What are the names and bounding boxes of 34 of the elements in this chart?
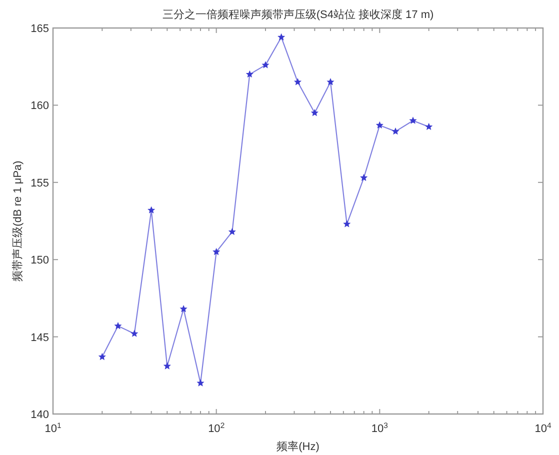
point <box>246 70 254 78</box>
point <box>392 128 399 134</box>
x-axis-title: 频率(Hz) <box>276 440 320 453</box>
point <box>327 78 334 85</box>
point <box>344 220 350 227</box>
point <box>376 122 384 128</box>
point <box>197 380 204 386</box>
point <box>425 123 432 130</box>
chart-title: 三分之一倍频程噪声频带声压级(S4站位 接收深度 17 m) <box>162 8 434 21</box>
point <box>131 330 138 337</box>
y-tick-label: 160 <box>30 100 49 112</box>
y-tick-label: 140 <box>30 409 49 421</box>
point <box>164 362 171 370</box>
y-axis-title: 频带声压级(dB re 1 μPa) <box>11 160 24 282</box>
point <box>228 228 236 235</box>
point <box>98 353 106 360</box>
x-tick-label: 10$^{3}$ <box>371 420 388 435</box>
y-tick-label: 150 <box>30 254 49 267</box>
y-tick-label: 145 <box>30 332 49 344</box>
point <box>262 62 269 68</box>
point <box>311 109 318 116</box>
y-tick-label: 155 <box>30 177 49 190</box>
point <box>278 34 285 40</box>
point <box>294 78 302 85</box>
point <box>360 174 368 181</box>
point <box>410 117 416 124</box>
x-tick-label: 10$^{4}$ <box>534 420 552 435</box>
point <box>114 322 122 329</box>
point <box>212 248 220 255</box>
x-tick-label: 10$^{2}$ <box>208 420 225 435</box>
point <box>180 306 187 312</box>
x-tick-label: 10$^{1}$ <box>44 420 62 435</box>
y-tick-label: 165 <box>30 23 49 35</box>
point <box>148 206 155 214</box>
